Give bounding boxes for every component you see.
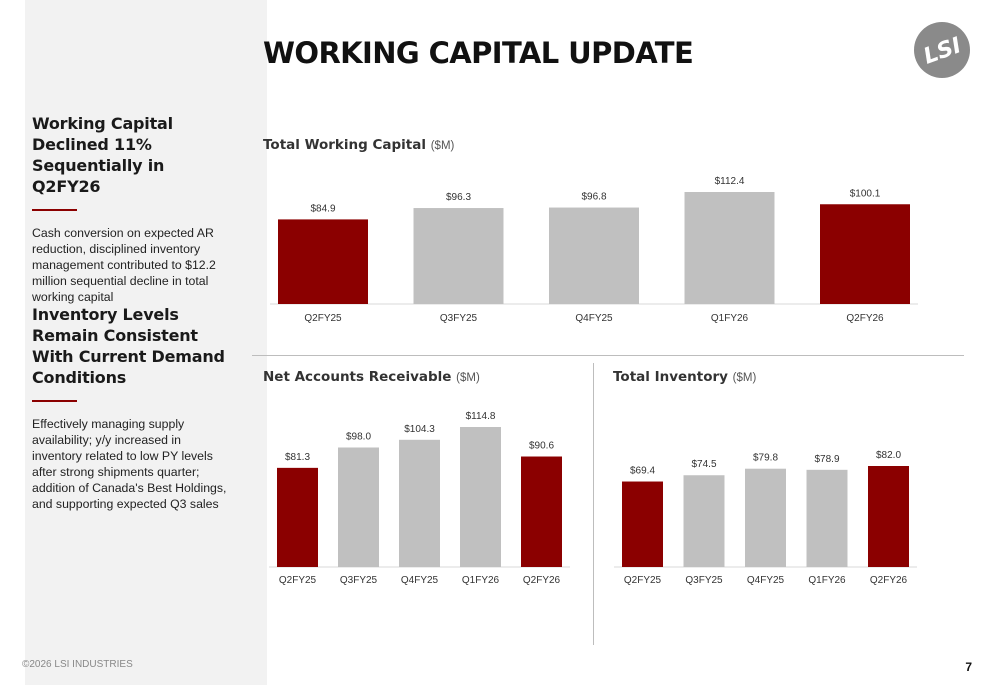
chart-title-text: Total Inventory [613, 369, 728, 385]
chart-total-inventory: $69.4 Q2FY25 $74.5 Q3FY25 $79.8 Q4FY25 $78.9 Q1… [614, 450, 917, 586]
chart-title-text: Total Working Capital [263, 137, 427, 153]
category-label: Q3FY25 [340, 575, 378, 586]
bar-q4fy25 [745, 468, 786, 567]
category-label: Q2FY26 [523, 575, 561, 586]
category-label: Q4FY25 [401, 575, 439, 586]
category-label: Q2FY26 [846, 313, 884, 324]
bar-q2fy26 [820, 204, 910, 304]
sidebar-section-working-capital: Working Capital Declined 11% Sequentiall… [32, 113, 232, 305]
bar-q1fy26 [806, 469, 848, 567]
chart-total-working-capital: $84.9 Q2FY25 $96.3 Q3FY25 $96.8 Q4FY25 $112.4 Q… [270, 176, 918, 324]
category-label: Q4FY25 [575, 313, 613, 324]
vertical-divider [593, 363, 594, 645]
chart-title-text: Net Accounts Receivable [263, 369, 452, 385]
sidebar-panel [25, 0, 267, 685]
bar-q2fy26 [521, 456, 562, 567]
data-label: $74.5 [691, 459, 716, 470]
sidebar-section-inventory: Inventory Levels Remain Consistent With … [32, 304, 232, 512]
sidebar-heading: Inventory Levels Remain Consistent With … [32, 305, 225, 387]
data-label: $104.3 [404, 424, 435, 435]
chart-title-total-working-capital: Total Working Capital ($M) [263, 137, 454, 153]
data-label: $100.1 [850, 188, 881, 199]
chart-unit: ($M) [456, 372, 480, 384]
bar-q2fy25 [622, 481, 663, 567]
bar-q3fy25 [683, 475, 725, 567]
chart-title-net-accounts-receivable: Net Accounts Receivable ($M) [263, 369, 480, 385]
category-label: Q4FY25 [747, 575, 785, 586]
data-label: $82.0 [876, 450, 901, 461]
category-label: Q1FY26 [462, 575, 500, 586]
copyright-footer: ©2026 LSI INDUSTRIES [22, 659, 133, 670]
chart-title-total-inventory: Total Inventory ($M) [613, 369, 756, 385]
category-label: Q1FY26 [808, 575, 846, 586]
page-number: 7 [965, 660, 972, 674]
bar-q3fy25 [338, 447, 379, 567]
category-label: Q1FY26 [711, 313, 749, 324]
bar-q3fy25 [413, 208, 504, 304]
bar-q1fy26 [684, 192, 775, 304]
accent-rule [32, 209, 77, 211]
category-label: Q2FY25 [304, 313, 342, 324]
lsi-logo-icon: LSI [914, 22, 970, 78]
sidebar-body-text: Cash conversion on expected AR reduction… [32, 226, 216, 304]
bar-q4fy25 [549, 207, 639, 304]
bar-q2fy26 [868, 466, 909, 567]
chart-unit: ($M) [732, 372, 757, 384]
chart-unit: ($M) [430, 140, 455, 152]
data-label: $69.4 [630, 466, 655, 477]
horizontal-divider [252, 355, 964, 356]
category-label: Q2FY25 [624, 575, 662, 586]
data-label: $96.8 [581, 192, 606, 203]
data-label: $96.3 [446, 192, 471, 203]
bar-q2fy25 [278, 219, 368, 304]
data-label: $78.9 [814, 454, 839, 465]
category-label: Q3FY25 [685, 575, 723, 586]
data-label: $81.3 [285, 452, 310, 463]
category-label: Q3FY25 [440, 313, 478, 324]
data-label: $114.8 [466, 411, 496, 422]
data-label: $79.8 [753, 453, 778, 464]
sidebar-body-text: Effectively managing supply availability… [32, 417, 227, 511]
category-label: Q2FY26 [870, 575, 908, 586]
bar-q2fy25 [277, 467, 318, 567]
sidebar-heading: Working Capital Declined 11% Sequentiall… [32, 114, 173, 196]
chart-net-accounts-receivable: $81.3 Q2FY25 $98.0 Q3FY25 $104.3 Q4FY25 $114.8… [269, 411, 570, 586]
data-label: $84.9 [310, 203, 335, 214]
data-label: $90.6 [529, 441, 554, 452]
data-label: $98.0 [346, 431, 371, 442]
accent-rule [32, 400, 77, 402]
page-title: WORKING CAPITAL UPDATE [263, 36, 694, 70]
bar-q4fy25 [399, 439, 440, 567]
bar-q1fy26 [460, 427, 501, 567]
data-label: $112.4 [715, 176, 745, 187]
category-label: Q2FY25 [279, 575, 317, 586]
